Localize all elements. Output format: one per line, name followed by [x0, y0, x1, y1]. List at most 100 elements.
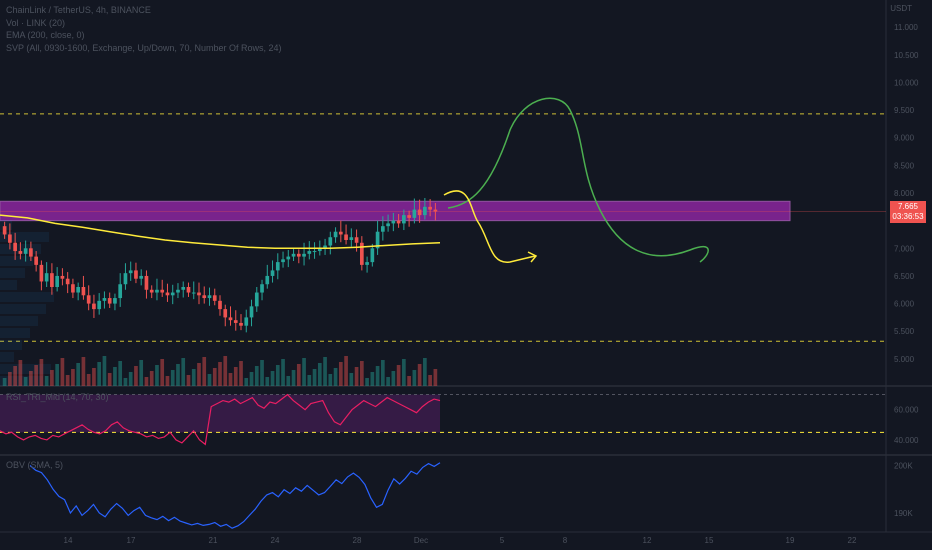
candle-body [286, 256, 291, 260]
volume-bar [359, 361, 364, 386]
candle-body [370, 248, 375, 263]
volume-profile-bar [0, 268, 25, 278]
volume-bar [65, 375, 70, 386]
volume-bar [386, 377, 390, 386]
volume-bar [8, 372, 12, 386]
candle-body [375, 231, 380, 249]
volume-bar [155, 365, 159, 386]
volume-bar [312, 369, 317, 386]
volume-bar [417, 364, 422, 386]
ema-200-line [0, 214, 441, 250]
volume-bar [381, 360, 385, 386]
volume-bar [228, 373, 233, 386]
obv-tick-label: 190K [894, 509, 913, 518]
volume-bar [281, 359, 285, 386]
time-tick-label: 22 [848, 536, 857, 545]
candle-body [417, 209, 422, 216]
candle-body [113, 298, 117, 304]
candle-body [402, 215, 406, 224]
candle-body [181, 287, 186, 290]
volume-bar [223, 356, 228, 386]
volume-profile-bar [0, 220, 12, 230]
volume-legend: Vol · LINK (20) [6, 17, 66, 28]
volume-profile-bar [0, 256, 33, 266]
candle-body [102, 298, 107, 301]
candle-body [359, 242, 364, 265]
volume-bar [344, 356, 348, 386]
candle-body [165, 292, 170, 296]
chart-legend: ChainLink / TetherUS, 4h, BINANCE Vol · … [6, 4, 281, 54]
candle-body [50, 273, 54, 287]
volume-bar [18, 360, 23, 386]
candle-body [312, 251, 317, 253]
candle-body [139, 275, 144, 279]
bar-countdown: 03:36:53 [892, 212, 924, 221]
rsi-band [0, 394, 440, 433]
candle-body [223, 309, 228, 318]
volume-bar [296, 364, 301, 386]
volume-bar [176, 364, 180, 386]
volume-bar [291, 370, 296, 386]
volume-bar [302, 358, 306, 386]
candle-body [254, 292, 259, 307]
candle-body [71, 284, 75, 293]
volume-bar [71, 369, 75, 386]
volume-bar [265, 377, 270, 386]
candle-body [354, 237, 359, 243]
volume-bar [191, 369, 196, 386]
candle-body [92, 303, 96, 310]
volume-bar [428, 375, 432, 386]
time-tick-label: 12 [643, 536, 652, 545]
volume-bar [349, 373, 354, 386]
price-tick-label: 6.500 [894, 272, 915, 281]
volume-bar [139, 360, 144, 386]
volume-profile-bar [0, 232, 49, 242]
volume-bar [365, 378, 369, 386]
candle-body [18, 251, 23, 254]
candle-body [8, 234, 12, 243]
candle-body [249, 306, 254, 318]
candle-body [34, 256, 38, 265]
volume-bar [317, 363, 322, 386]
volume-bar [323, 357, 327, 386]
last-price-tag: 7.665 03:36:53 [890, 201, 926, 223]
volume-bar [260, 360, 264, 386]
candle-body [433, 209, 438, 212]
volume-bar [29, 371, 33, 386]
candle-body [328, 237, 333, 246]
candle-body [365, 262, 369, 265]
candle-body [344, 234, 348, 240]
volume-bar [160, 359, 165, 386]
candle-body [275, 262, 280, 271]
candle-body [307, 251, 312, 254]
candle-body [44, 273, 49, 282]
candle-body [260, 284, 264, 293]
volume-bar [39, 359, 44, 386]
volume-bar [181, 358, 186, 386]
candle-body [317, 248, 322, 252]
rsi-line [0, 393, 441, 446]
candle-body [55, 275, 59, 287]
volume-bar [402, 359, 406, 386]
candle-body [338, 231, 343, 235]
candle-body [176, 289, 180, 293]
candle-body [197, 292, 201, 296]
volume-bar [134, 366, 138, 386]
candle-body [86, 295, 91, 304]
candle-body [349, 237, 354, 240]
candle-body [123, 273, 128, 285]
volume-bar [275, 365, 280, 386]
obv-line [29, 462, 441, 529]
volume-profile-bar [0, 292, 54, 302]
volume-bar [370, 372, 375, 386]
candle-body [107, 298, 112, 304]
candle-body [2, 226, 7, 235]
price-tick-label: 9.500 [894, 106, 915, 115]
volume-profile-bar [0, 352, 14, 362]
obv-tick-label: 200K [894, 462, 913, 471]
candle-body [134, 270, 138, 279]
resistance-zone [0, 200, 791, 222]
volume-bar [102, 356, 107, 386]
candle-body [323, 245, 327, 249]
